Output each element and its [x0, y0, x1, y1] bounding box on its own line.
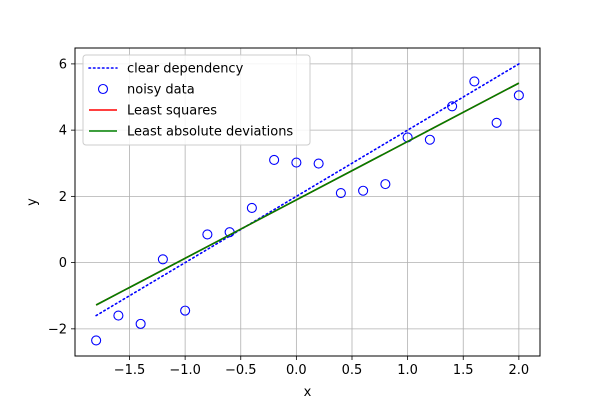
y-tick-label: 2: [59, 190, 67, 205]
data-point: [513, 90, 524, 101]
legend-entry-noisy-data: noisy data: [97, 83, 195, 98]
x-tick-label: 0.0: [286, 363, 307, 378]
legend-label: noisy data: [127, 83, 195, 98]
x-tick-label: 1.5: [453, 363, 474, 378]
y-tick-label: 4: [59, 124, 67, 139]
data-point: [135, 318, 146, 329]
data-point: [113, 310, 124, 321]
x-tick-label: 1.0: [397, 363, 418, 378]
x-tick-label: −0.5: [225, 363, 257, 378]
y-tick-label: 6: [59, 57, 67, 72]
legend-box: [82, 54, 311, 146]
data-point: [424, 134, 435, 145]
data-point: [491, 117, 502, 128]
plot-area-frame: [74, 47, 541, 357]
data-point: [335, 188, 346, 199]
y-tick-label: 0: [59, 256, 67, 271]
data-point: [358, 185, 369, 196]
legend-label: Least squares: [127, 104, 217, 119]
data-point: [180, 305, 191, 316]
clear-dependency-line: [95, 63, 520, 317]
data-point: [269, 154, 280, 165]
data-point: [380, 179, 391, 190]
x-tick-label: −1.0: [169, 363, 201, 378]
legend: clear dependency noisy data Least squares L…: [82, 54, 311, 146]
legend-label: Least absolute deviations: [127, 125, 293, 140]
x-tick-label: −1.5: [114, 363, 146, 378]
data-point: [91, 335, 102, 346]
y-axis-label: y: [25, 198, 40, 206]
axis-ticks: −1.5 −1.0 −0.5 0.0 0.5 1.0 1.5 2.0 −2 0 2 4 6: [48, 57, 529, 378]
data-point: [246, 202, 257, 214]
x-tick-label: 2.0: [509, 363, 530, 378]
plot-series: [91, 63, 524, 346]
data-point: [313, 158, 324, 169]
x-tick-label: 0.5: [342, 363, 363, 378]
legend-entry-least-absolute-deviations: Least absolute deviations: [89, 125, 293, 140]
data-point: [447, 101, 458, 112]
data-point: [469, 76, 480, 87]
noisy-data-points: [91, 76, 524, 346]
data-point: [291, 157, 302, 168]
legend-marker: [97, 83, 109, 95]
y-tick-label: −2: [48, 322, 67, 337]
legend-entry-clear-dependency: clear dependency: [88, 62, 244, 77]
data-point: [202, 229, 213, 240]
legend-label: clear dependency: [127, 62, 244, 77]
x-axis-label: x: [304, 385, 312, 400]
legend-entry-least-squares: Least squares: [89, 104, 217, 119]
data-point: [157, 254, 168, 265]
least-absolute-deviations-line: [95, 82, 520, 306]
